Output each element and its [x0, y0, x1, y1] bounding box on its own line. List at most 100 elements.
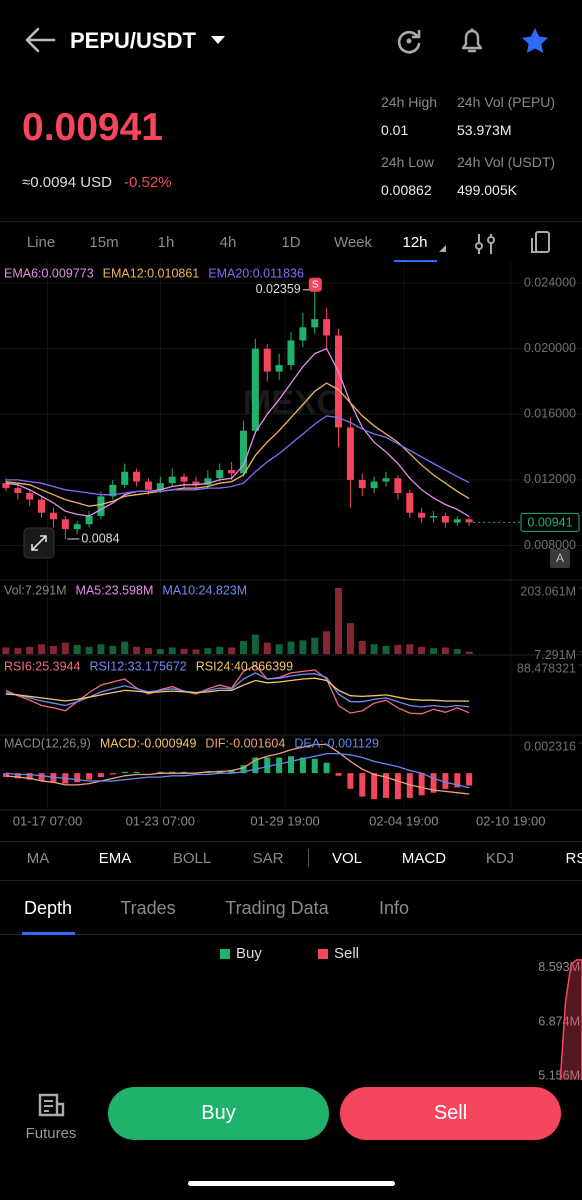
- macd-bar: [288, 756, 294, 774]
- candle-body: [26, 493, 34, 500]
- indicator-tab[interactable]: EMA: [98, 850, 132, 867]
- volume-bar: [418, 646, 426, 654]
- volume-bar: [109, 645, 117, 654]
- axis-mode-label: A: [556, 551, 564, 565]
- divider: [0, 934, 582, 935]
- candle-body: [406, 493, 414, 513]
- candle-body: [133, 471, 141, 482]
- pair-title[interactable]: PEPU/USDT: [70, 28, 196, 53]
- rsi-line: [5, 664, 470, 715]
- stat-value: 0.01: [381, 122, 409, 138]
- candle-body: [61, 519, 69, 530]
- interval-tab[interactable]: Week: [333, 234, 373, 251]
- macd-bar: [430, 773, 437, 793]
- interval-tab[interactable]: 12h: [402, 234, 428, 251]
- candle-body: [168, 476, 176, 484]
- macd-bar: [204, 771, 211, 774]
- dif-line: [5, 743, 470, 795]
- signal-badge: [308, 277, 322, 292]
- candle-body: [85, 516, 93, 525]
- y-tick-label: 88.478321: [517, 661, 576, 675]
- sell-button[interactable]: Sell: [340, 1087, 561, 1140]
- candle-body: [346, 427, 354, 480]
- interval-tab[interactable]: Line: [26, 234, 56, 251]
- indicator-tab[interactable]: VOL: [331, 850, 362, 867]
- macd-bar: [276, 757, 283, 774]
- interval-underline: [394, 260, 437, 262]
- volume-bar: [465, 651, 473, 654]
- favorite-star[interactable]: [520, 26, 550, 56]
- indicator-tab[interactable]: MACD: [401, 850, 447, 867]
- info-tab[interactable]: Trading Data: [225, 898, 329, 918]
- indicator-tab[interactable]: KDJ: [485, 850, 515, 867]
- candle-body: [38, 499, 46, 513]
- legend-entry: EMA6:0.009773: [4, 266, 94, 280]
- macd-bar: [38, 773, 45, 781]
- last-price: 0.00941: [22, 106, 163, 149]
- annotation: MA5:23.598M: [76, 583, 154, 597]
- axis-mode-button[interactable]: [550, 549, 570, 568]
- interval-more: [439, 245, 446, 252]
- futures-icon[interactable]: [37, 1092, 67, 1120]
- interval-tab[interactable]: 1D: [281, 234, 301, 251]
- volume-bar: [346, 623, 354, 654]
- indicator-tab[interactable]: MA: [26, 850, 50, 867]
- stat-label: 24h Low: [381, 154, 434, 170]
- y-tick-label: 0.008000: [524, 538, 576, 552]
- legend-entry: Buy: [236, 945, 262, 962]
- macd-bar: [252, 757, 259, 774]
- pair-dropdown[interactable]: [210, 34, 226, 46]
- candle-body: [299, 327, 307, 341]
- refresh-icon[interactable]: [395, 27, 423, 55]
- price-change: -0.52%: [124, 174, 172, 191]
- candle-body: [49, 512, 57, 520]
- candle-body: [311, 319, 319, 328]
- y-tick-label: 203.061M: [520, 584, 576, 598]
- macd-bar: [2, 773, 9, 778]
- settings-icon[interactable]: [474, 232, 496, 256]
- depth-area: [559, 959, 582, 1085]
- indicator-tab[interactable]: BOLL: [172, 850, 212, 867]
- landscape-icon[interactable]: [529, 230, 553, 256]
- macd-bar: [335, 773, 342, 776]
- legend-entry: DIF:-0.001604: [205, 736, 285, 750]
- macd-bar: [109, 773, 116, 775]
- candle-body: [323, 319, 331, 336]
- volume-bar: [38, 644, 46, 654]
- buy-button[interactable]: Buy: [108, 1087, 329, 1140]
- legend-swatch: [220, 949, 230, 959]
- volume-bar: [299, 640, 307, 654]
- home-indicator: [188, 1181, 395, 1186]
- interval-tab[interactable]: 4h: [219, 234, 237, 251]
- back-button[interactable]: [24, 26, 56, 54]
- info-tab[interactable]: Trades: [120, 898, 176, 918]
- volume-bar: [73, 644, 81, 654]
- volume-bar: [49, 645, 57, 654]
- macd-bar: [311, 758, 318, 774]
- futures-label[interactable]: Futures: [25, 1125, 77, 1142]
- legend-entry: MACD:-0.000949: [100, 736, 197, 750]
- approx-price: ≈0.0094 USD: [22, 174, 112, 191]
- indicator-tab[interactable]: RSI: [565, 850, 582, 867]
- dea-line: [5, 752, 470, 789]
- bell-icon[interactable]: [458, 26, 486, 56]
- candle-body: [358, 479, 366, 489]
- macd-bar: [97, 773, 104, 778]
- info-tab[interactable]: Info: [378, 898, 410, 918]
- volume-bar: [144, 648, 152, 654]
- interval-tab[interactable]: 15m: [89, 234, 119, 251]
- volume-bar: [85, 646, 93, 654]
- legend-entry: Sell: [334, 945, 360, 962]
- interval-tab[interactable]: 1h: [157, 234, 175, 251]
- info-tab[interactable]: Depth: [23, 898, 73, 918]
- volume-bar: [239, 640, 247, 654]
- volume-bar: [311, 637, 319, 654]
- macd-bar: [240, 765, 247, 774]
- indicator-tab[interactable]: SAR: [252, 850, 284, 867]
- candle-body: [465, 519, 473, 523]
- volume-bar: [14, 648, 22, 654]
- candle-body: [121, 471, 129, 485]
- candle-body: [275, 365, 283, 372]
- x-tick-label: 01-23 07:00: [126, 813, 195, 828]
